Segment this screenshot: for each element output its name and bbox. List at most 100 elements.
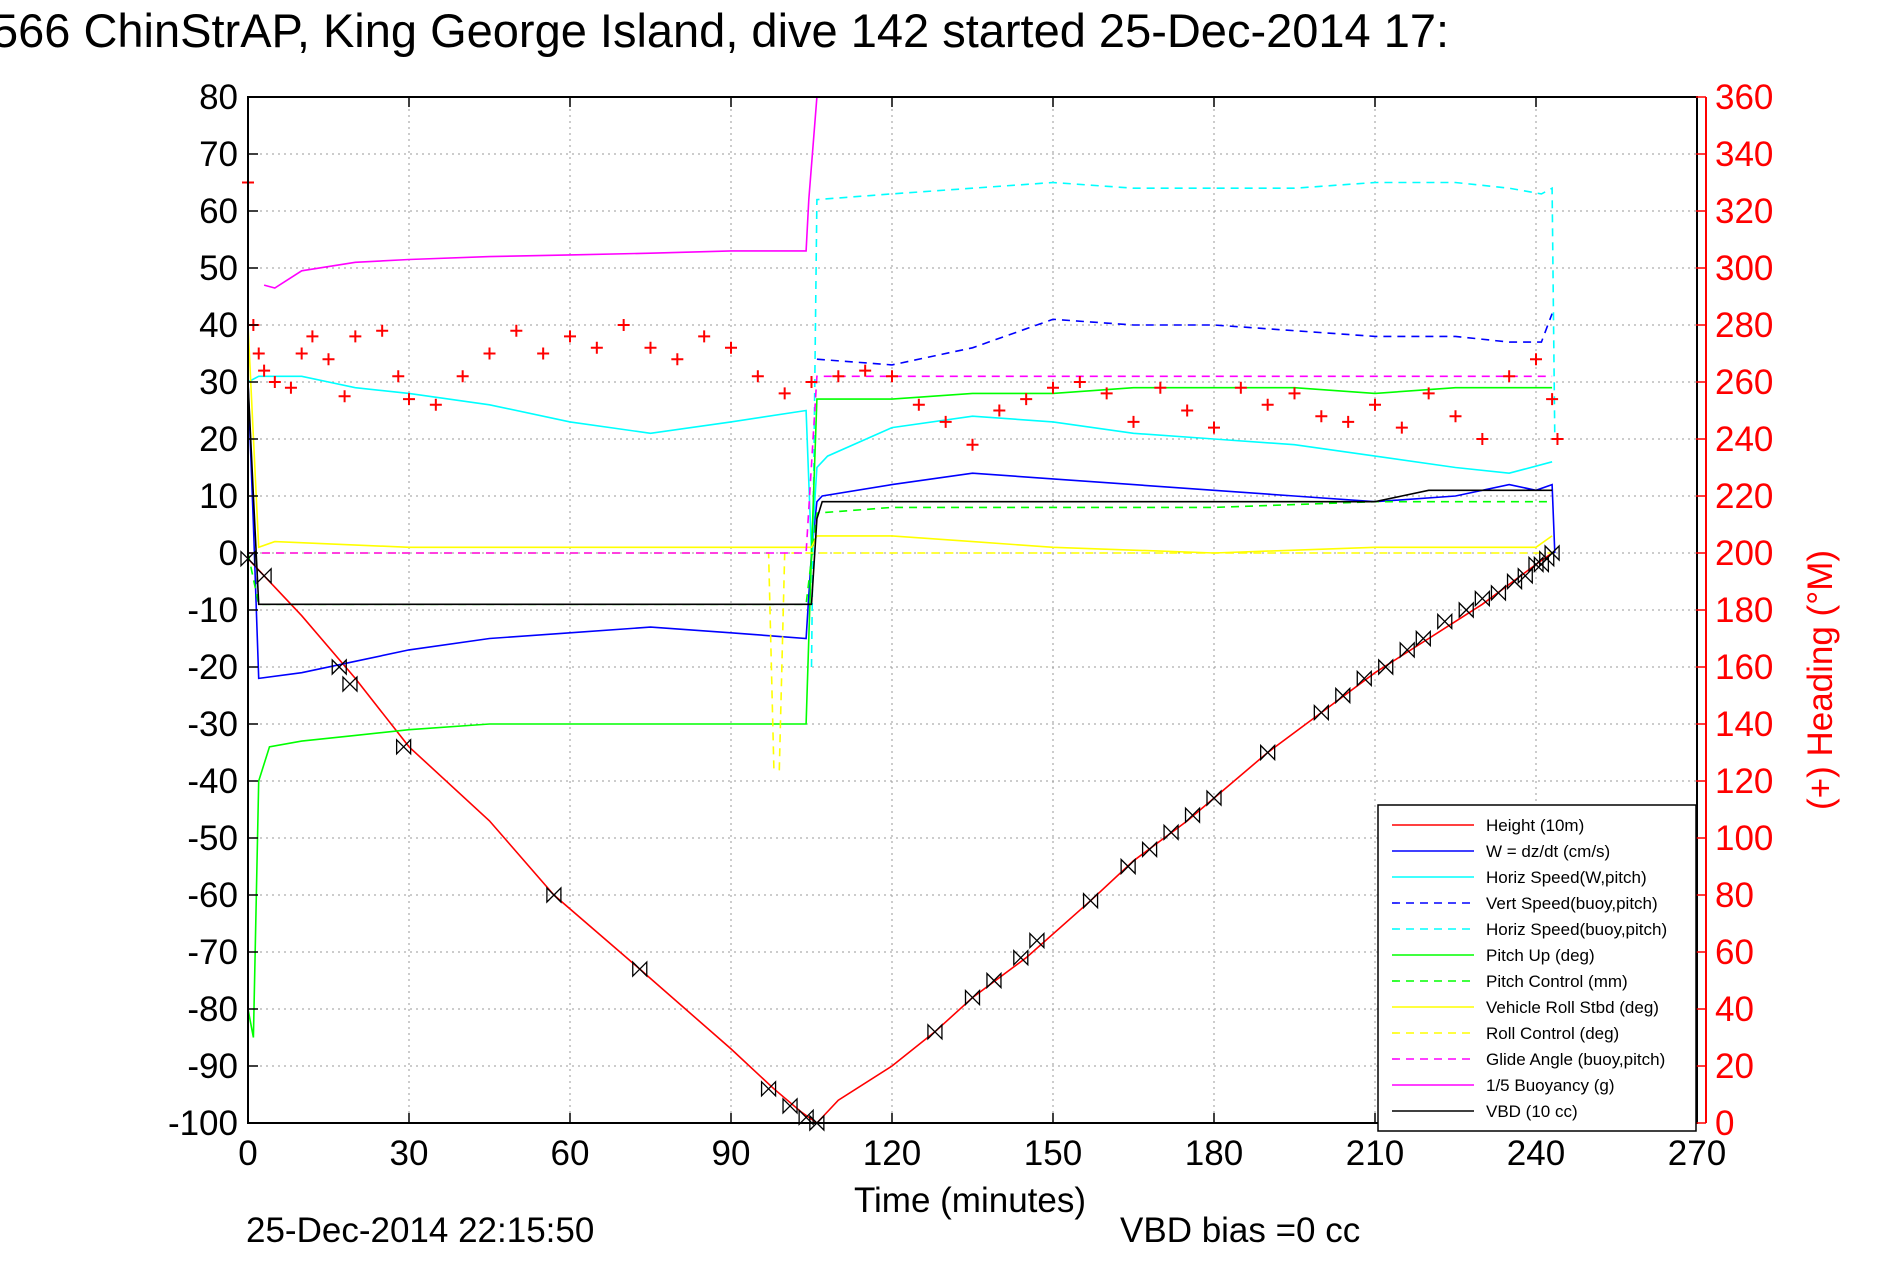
height-sample-marker: [1120, 857, 1136, 876]
heading-point: [510, 324, 523, 337]
y-tick-label: 80: [199, 78, 238, 117]
legend-label-pitch-up-deg: Pitch Up (deg): [1486, 946, 1595, 965]
y2-tick-label: 20: [1715, 1047, 1754, 1086]
legend-label-horiz-speed-w-pitch: Horiz Speed(W,pitch): [1486, 868, 1647, 887]
heading-point: [306, 330, 319, 343]
height-sample-marker: [798, 1108, 814, 1126]
series-glide-angle-buoy-pitch: [248, 375, 1553, 554]
series-layer: [242, 96, 1564, 1125]
y2-tick-label: 320: [1715, 192, 1773, 231]
series-horiz-speed-buoy-pitch: [810, 181, 1556, 668]
y2-tick-label: 360: [1715, 78, 1773, 117]
heading-point: [322, 353, 335, 366]
height-sample-marker: [1415, 629, 1431, 648]
heading-point: [295, 347, 308, 360]
heading-point: [483, 347, 496, 360]
heading-point: [644, 341, 657, 354]
y-tick-label: 0: [219, 534, 238, 573]
y-tick-label: -100: [168, 1104, 238, 1143]
y2-tick-label: 280: [1715, 306, 1773, 345]
heading-point: [1546, 393, 1559, 406]
height-sample-marker: [1490, 584, 1507, 602]
footer-timestamp: 25-Dec-2014 22:15:50: [246, 1211, 594, 1250]
height-sample-marker: [240, 550, 256, 568]
heading-point: [617, 319, 630, 331]
heading-point: [1530, 353, 1542, 366]
height-sample-marker: [1141, 840, 1158, 858]
y2-tick-label: 180: [1715, 591, 1773, 630]
heading-point: [349, 330, 362, 343]
legend-label-horiz-speed-buoy-pitch: Horiz Speed(buoy,pitch): [1486, 920, 1667, 939]
heading-point: [1503, 370, 1516, 383]
series-horiz-speed-w-pitch: [247, 375, 1553, 554]
heading-point: [671, 353, 684, 366]
heading-point: [537, 347, 550, 360]
heading-point: [1449, 410, 1462, 423]
heading-point: [1476, 433, 1489, 445]
x-tick-label: 150: [1024, 1134, 1082, 1173]
heading-point: [403, 393, 415, 406]
heading-point: [252, 347, 265, 360]
legend-label-height-10m: Height (10m): [1486, 816, 1584, 835]
height-sample-marker: [986, 971, 1002, 990]
height-sample-marker: [1474, 590, 1490, 608]
heading-point: [392, 370, 405, 383]
height-sample-marker: [1399, 641, 1415, 659]
heading-point: [698, 330, 711, 343]
heading-point: [376, 324, 389, 337]
heading-point: [993, 404, 1006, 417]
height-sample-marker: [1544, 544, 1560, 562]
heading-point: [1395, 421, 1408, 434]
x-tick-label: 240: [1507, 1134, 1565, 1173]
y-tick-label: 70: [199, 135, 238, 174]
x-tick-label: 210: [1346, 1134, 1404, 1173]
height-sample-marker: [964, 989, 981, 1007]
y-tick-label: -30: [187, 705, 238, 744]
heading-point: [832, 370, 845, 383]
x-tick-label: 0: [238, 1134, 257, 1173]
height-sample-marker: [632, 960, 648, 978]
y-tick-label: -70: [187, 933, 238, 972]
heading-point: [1369, 398, 1381, 411]
y2-tick-label: 140: [1715, 705, 1773, 744]
chart-title: 566 ChinStrAP, King George Island, dive …: [0, 4, 1449, 57]
y-tick-label: 60: [199, 192, 238, 231]
y-tick-label: -90: [187, 1047, 238, 1086]
y-tick-label: -60: [187, 876, 238, 915]
series-vehicle-roll-stbd-deg: [247, 324, 1553, 554]
heading-point: [886, 370, 898, 383]
heading-point: [456, 370, 469, 383]
axis-ticks: 0 30 60 90 120 150 180 210 240 270-100-90-80-70-6…: [168, 78, 1773, 1173]
heading-point: [1551, 433, 1564, 445]
height-sample-marker: [395, 738, 412, 756]
height-sample-marker: [1458, 601, 1474, 619]
heading-point: [1127, 415, 1140, 428]
heading-point: [338, 390, 351, 403]
heading-point: [1288, 387, 1301, 400]
legend-label-pitch-control-mm: Pitch Control (mm): [1486, 972, 1628, 991]
y-tick-label: 10: [199, 477, 238, 516]
y2-tick-label: 160: [1715, 648, 1773, 687]
legend-label-roll-control-deg: Roll Control (deg): [1486, 1024, 1619, 1043]
x-tick-label: 120: [863, 1134, 921, 1173]
legend-label-w-dz-dt-cm-s: W = dz/dt (cm/s): [1486, 842, 1610, 861]
height-sample-markers: [240, 544, 1560, 1132]
height-sample-marker: [331, 658, 347, 676]
x-tick-label: 270: [1668, 1134, 1726, 1173]
heading-point: [1208, 421, 1220, 434]
heading-point: [1100, 387, 1113, 400]
height-sample-marker: [1356, 669, 1372, 687]
heading-point: [268, 376, 281, 388]
height-sample-marker: [1206, 789, 1222, 807]
heading-point: [429, 398, 442, 411]
heading-point: [966, 438, 979, 451]
height-sample-marker: [809, 1114, 825, 1132]
height-sample-marker: [256, 567, 272, 585]
x-tick-label: 180: [1185, 1134, 1243, 1173]
y-tick-label: -40: [187, 762, 238, 801]
heading-point: [1342, 415, 1355, 428]
legend: Height (10m) W = dz/dt (cm/s) Horiz Speed(…: [1377, 804, 1697, 1132]
y2-tick-label: 260: [1715, 363, 1773, 402]
series-vbd-10-cc: [247, 381, 1553, 606]
height-sample-marker: [1313, 704, 1329, 722]
